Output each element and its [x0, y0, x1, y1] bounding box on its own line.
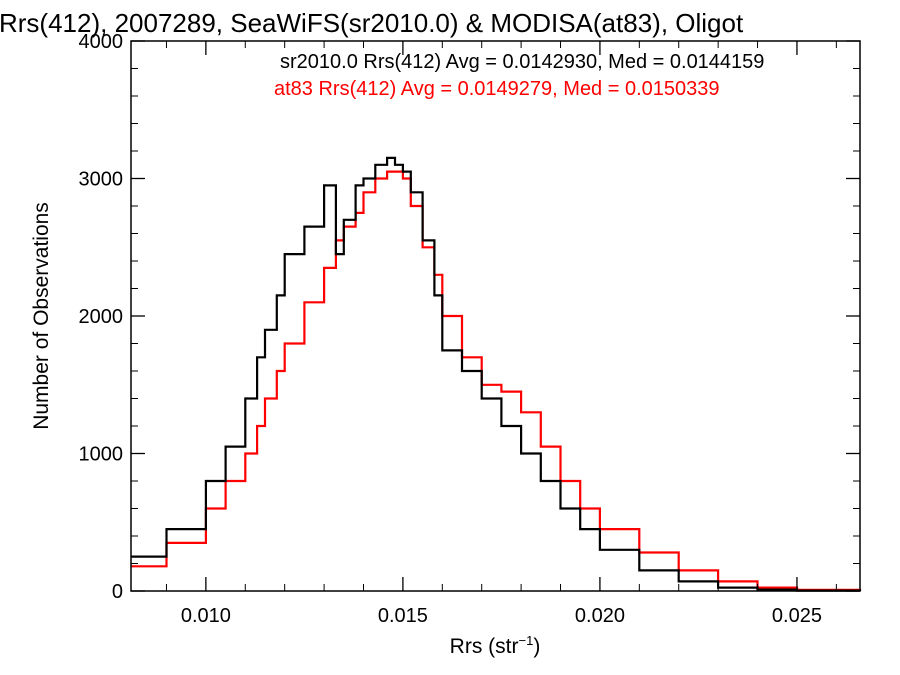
x-tick-label: 0.015	[378, 605, 428, 627]
tick-labels-layer: 0.010 0.015 0.020 0.025 0 1000 2000 3000 4000	[79, 31, 822, 627]
x-axis-label-suffix: )	[533, 635, 540, 658]
chart-title: Rrs(412), 2007289, SeaWiFS(sr2010.0) & M…	[0, 8, 744, 38]
series-layer	[131, 156, 862, 592]
x-tick-label: 0.010	[181, 605, 231, 627]
series-line-2	[131, 170, 862, 591]
y-tick-label: 2000	[79, 306, 124, 328]
series-line-1	[131, 156, 862, 592]
y-tick-label: 3000	[79, 169, 124, 191]
plot-frame	[130, 40, 861, 592]
x-axis-label: Rrs (str−1)	[450, 633, 541, 658]
annotation-sr2010: sr2010.0 Rrs(412) Avg = 0.0142930, Med =…	[280, 51, 764, 73]
x-tick-label: 0.025	[772, 605, 822, 627]
y-tick-label: 4000	[79, 31, 124, 53]
x-axis-label-main: Rrs (str	[450, 635, 519, 658]
y-tick-label: 0	[112, 581, 123, 603]
ticks-layer	[131, 40, 860, 592]
x-tick-label: 0.020	[575, 605, 625, 627]
annotation-at83: at83 Rrs(412) Avg = 0.0149279, Med = 0.0…	[274, 78, 720, 100]
y-tick-label: 1000	[79, 444, 124, 466]
y-axis-label: Number of Observations	[30, 202, 53, 430]
x-axis-label-sup: −1	[519, 633, 534, 648]
